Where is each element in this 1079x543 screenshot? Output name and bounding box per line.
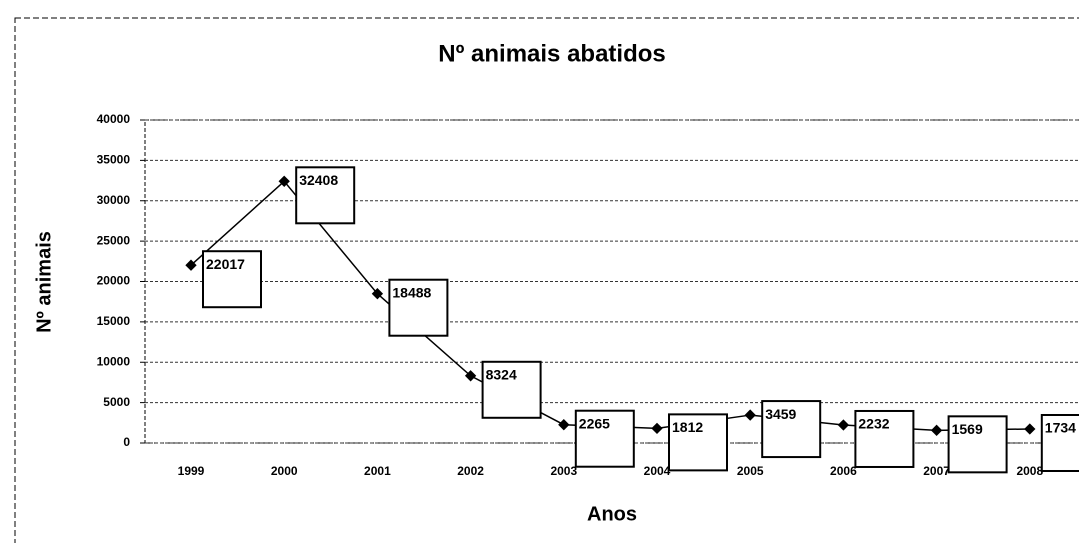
- data-marker: [185, 259, 197, 271]
- data-label: 22017: [206, 256, 245, 272]
- y-tick-label: 10000: [97, 354, 131, 368]
- data-label-box: [1040, 413, 1079, 472]
- y-tick-label: 15000: [97, 314, 131, 328]
- y-tick-label: 30000: [97, 193, 131, 207]
- data-marker: [837, 419, 850, 431]
- data-marker: [651, 422, 663, 435]
- data-marker: [930, 424, 943, 436]
- chart-title: Nº animais abatidos: [438, 40, 666, 67]
- data-label: 32408: [299, 172, 338, 188]
- x-tick-label: 2002: [457, 464, 484, 478]
- y-tick-label: 25000: [97, 233, 131, 247]
- x-tick-label: 2005: [737, 464, 764, 478]
- data-label-box: [761, 400, 822, 459]
- data-label: 2232: [858, 416, 889, 432]
- x-tick-label: 1999: [178, 464, 205, 478]
- data-marker: [744, 409, 756, 421]
- y-tick-label: 35000: [97, 153, 131, 167]
- x-tick-label: 2004: [644, 464, 671, 478]
- x-tick-label: 2001: [364, 464, 391, 478]
- data-label: 1569: [952, 421, 983, 437]
- chart-frame: [14, 17, 1079, 543]
- data-marker: [371, 288, 384, 300]
- data-label: 8324: [486, 366, 517, 382]
- x-tick-label: 2007: [923, 464, 950, 478]
- data-label-box: [388, 278, 449, 337]
- data-label: 1812: [672, 419, 703, 435]
- data-label: 3459: [765, 406, 796, 422]
- data-marker: [558, 419, 570, 431]
- y-axis-label: Nº animais: [33, 231, 55, 333]
- y-tick-label: 5000: [103, 395, 130, 409]
- x-tick-label: 2000: [271, 464, 298, 478]
- data-marker: [464, 370, 477, 382]
- data-label: 2265: [579, 415, 610, 431]
- x-tick-label: 2006: [830, 464, 857, 478]
- y-tick-label: 40000: [97, 112, 131, 126]
- data-marker: [278, 175, 290, 187]
- data-label-box: [947, 415, 1008, 474]
- data-label: 18488: [392, 284, 431, 300]
- x-tick-label: 2008: [1016, 464, 1043, 478]
- data-label: 1734: [1045, 420, 1076, 436]
- data-label-box: [668, 413, 728, 472]
- data-marker: [1024, 423, 1036, 435]
- data-label-box: [854, 409, 915, 468]
- y-tick-label: 0: [123, 435, 130, 449]
- y-tick-label: 20000: [97, 274, 131, 288]
- x-tick-label: 2003: [550, 464, 577, 478]
- data-label-box: [574, 409, 635, 468]
- data-label-box: [481, 360, 542, 419]
- data-label-box: [295, 166, 356, 225]
- data-label-box: [202, 250, 262, 309]
- x-axis-label: Anos: [587, 503, 637, 525]
